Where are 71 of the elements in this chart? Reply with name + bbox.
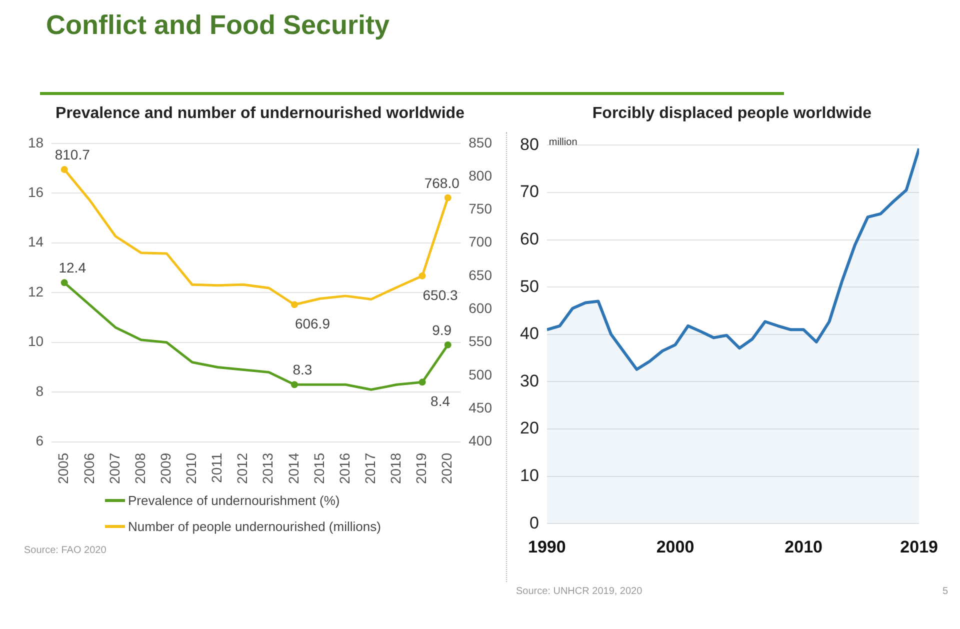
y-tick-label: 80 [520, 134, 539, 154]
x-tick-label: 2000 [656, 537, 694, 556]
x-tick-label: 1990 [528, 537, 566, 556]
x-tick-label: 2006 [80, 452, 97, 484]
y-tick-label: 60 [520, 229, 539, 248]
y2-tick-label: 700 [468, 234, 492, 250]
x-tick-label: 2008 [132, 452, 148, 484]
point [60, 166, 68, 173]
data-label: 768.0 [424, 174, 460, 191]
y2-tick-label: 650 [468, 266, 492, 283]
x-tick-label: 2005 [55, 452, 72, 484]
x-tick-label: 2013 [260, 452, 276, 484]
point [290, 381, 298, 388]
y-tick-label: 18 [28, 134, 44, 150]
x-tick-label: 2020 [438, 452, 455, 484]
y-tick-label: 20 [520, 418, 539, 438]
y2-tick-label: 500 [468, 366, 492, 382]
data-label: 9.9 [432, 322, 452, 338]
y-tick-label: 50 [520, 276, 539, 296]
y-tick-label: 30 [520, 371, 539, 390]
y-axis-title: million [548, 137, 578, 148]
y-tick-label: 14 [28, 234, 44, 250]
y-tick-label: 40 [520, 324, 539, 344]
source-note: Source: UNHCR 2019, 2020 [516, 586, 642, 597]
x-tick-label: 2019 [900, 537, 938, 556]
data-label: 12.4 [58, 260, 86, 276]
point [418, 272, 426, 280]
y2-tick-label: 800 [468, 167, 492, 184]
y2-tick-label: 750 [468, 200, 492, 217]
x-tick-label: 2018 [388, 452, 404, 484]
data-label: 650.3 [422, 286, 458, 303]
y-tick-label: 12 [28, 283, 44, 300]
x-tick-label: 2015 [310, 452, 327, 484]
data-label: 8.3 [292, 362, 312, 378]
y2-tick-label: 400 [468, 432, 492, 449]
x-tick-label: 2011 [208, 452, 225, 483]
data-label: 606.9 [294, 316, 330, 332]
point [290, 301, 298, 308]
point [418, 378, 426, 386]
data-label: 810.7 [54, 146, 90, 162]
text: 5 [942, 586, 948, 597]
x-tick-label: 2007 [106, 452, 122, 484]
y-tick-label: 16 [28, 184, 44, 200]
chart-title: Conflict and Food Security [46, 10, 390, 41]
x-tick-label: 2010 [784, 537, 822, 556]
point [60, 279, 68, 286]
x-tick-label: 2010 [183, 452, 200, 484]
legend-label: Prevalence of undernourishment (%) [128, 492, 340, 508]
point [444, 194, 452, 202]
x-tick-label: 2019 [413, 452, 430, 484]
y-tick-label: 10 [520, 466, 539, 485]
legend-label: Number of people undernourished (millions) [128, 518, 381, 534]
y2-tick-label: 550 [468, 333, 492, 350]
y-tick-label: 70 [520, 182, 539, 202]
y-tick-label: 8 [36, 382, 44, 399]
source-note: Source: FAO 2020 [24, 545, 106, 556]
chart-subtitle: Prevalence and number of undernourished worldwide [54, 105, 466, 124]
x-tick-label: 2009 [157, 452, 174, 484]
y2-tick-label: 850 [468, 134, 492, 150]
x-tick-label: 2017 [362, 452, 378, 484]
y2-tick-label: 450 [468, 400, 492, 416]
data-label: 8.4 [430, 393, 450, 410]
y2-tick-label: 600 [468, 300, 492, 316]
chart-title: Forcibly displaced people worldwide [591, 105, 873, 124]
x-tick-label: 2016 [336, 452, 352, 484]
x-tick-label: 2012 [234, 452, 250, 484]
x-tick-label: 2014 [285, 452, 302, 484]
y-tick-label: 6 [36, 432, 44, 449]
y-tick-label: 0 [529, 513, 539, 532]
point [444, 341, 452, 348]
y-tick-label: 10 [28, 333, 44, 350]
